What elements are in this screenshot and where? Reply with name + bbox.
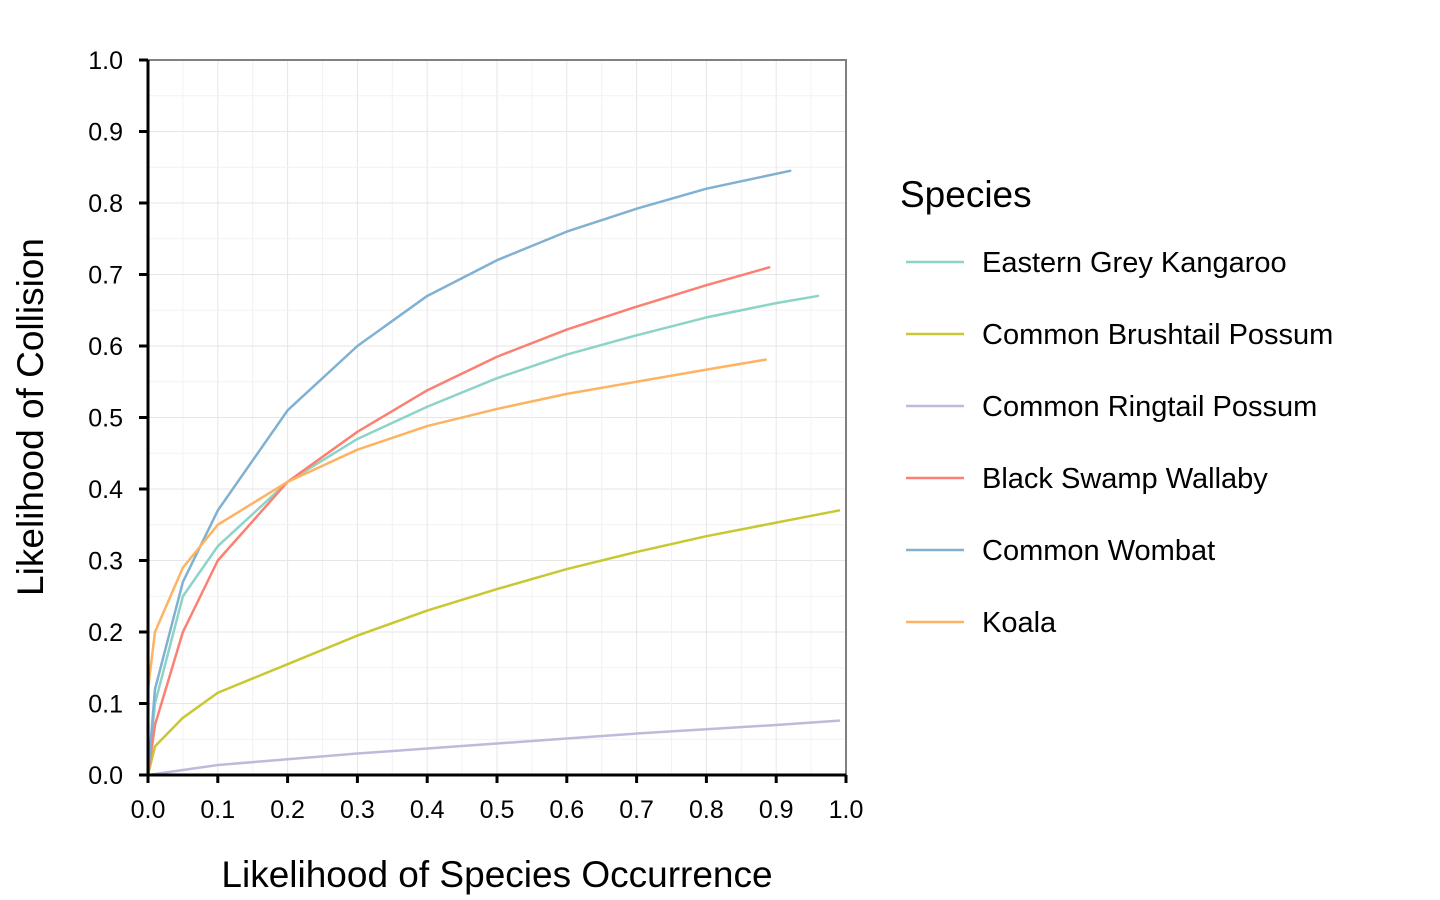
y-tick-label: 0.0 [88,762,123,790]
legend-items: Eastern Grey Kangaroo Common Brushtail Po… [906,247,1333,639]
x-tick-label: 0.1 [200,796,235,824]
series-line-common-ringtail-possum [146,719,841,777]
x-tick-label: 0.4 [410,796,445,824]
y-tick-label: 0.6 [88,333,123,361]
legend-label-common-brushtail-possum: Common Brushtail Possum [982,319,1333,351]
legend-label-common-wombat: Common Wombat [982,535,1215,567]
y-axis-title: Likelihood of Collision [10,238,51,596]
y-tick-label: 0.7 [88,262,123,290]
grid-lines [147,59,847,776]
y-tick-label: 0.3 [88,548,123,576]
x-tick-label: 0.8 [689,796,724,824]
y-tick-label: 0.9 [88,119,123,147]
series-line-koala [146,358,767,691]
series-line-common-brushtail-possum [146,509,841,777]
x-axis-title: Likelihood of Species Occurrence [221,854,772,895]
legend-label-koala: Koala [982,607,1057,639]
legend: Species Eastern Grey Kangaroo Common Brus… [900,174,1333,639]
series-lines [146,169,841,777]
series-line-eastern-grey-kangaroo [146,294,820,777]
x-tick-label: 0.6 [549,796,584,824]
series-line-black-swamp-wallaby [146,266,771,777]
x-tick-label: 0.5 [480,796,515,824]
y-tick-label: 0.4 [88,476,123,504]
y-tick-label: 0.8 [88,190,123,218]
legend-label-eastern-grey-kangaroo: Eastern Grey Kangaroo [982,247,1287,279]
y-tick-label: 1.0 [88,47,123,75]
x-tick-label: 1.0 [829,796,864,824]
legend-label-black-swamp-wallaby: Black Swamp Wallaby [982,463,1268,495]
x-axis: 0.0 0.1 0.2 0.3 0.4 0.5 0.6 0.7 0.8 0.9 1.0 [131,773,864,824]
x-tick-label: 0.2 [270,796,305,824]
y-tick-label: 0.1 [88,691,123,719]
x-tick-label: 0.7 [619,796,654,824]
series-line-common-wombat [146,169,792,777]
y-axis: 0.0 0.1 0.2 0.3 0.4 0.5 0.6 0.7 0.8 0.9 1.0 [88,47,150,790]
legend-title: Species [900,174,1032,215]
x-tick-label: 0.9 [759,796,794,824]
y-tick-label: 0.2 [88,619,123,647]
legend-label-common-ringtail-possum: Common Ringtail Possum [982,391,1317,423]
x-tick-label: 0.3 [340,796,375,824]
x-tick-label: 0.0 [131,796,166,824]
y-tick-label: 0.5 [88,405,123,433]
